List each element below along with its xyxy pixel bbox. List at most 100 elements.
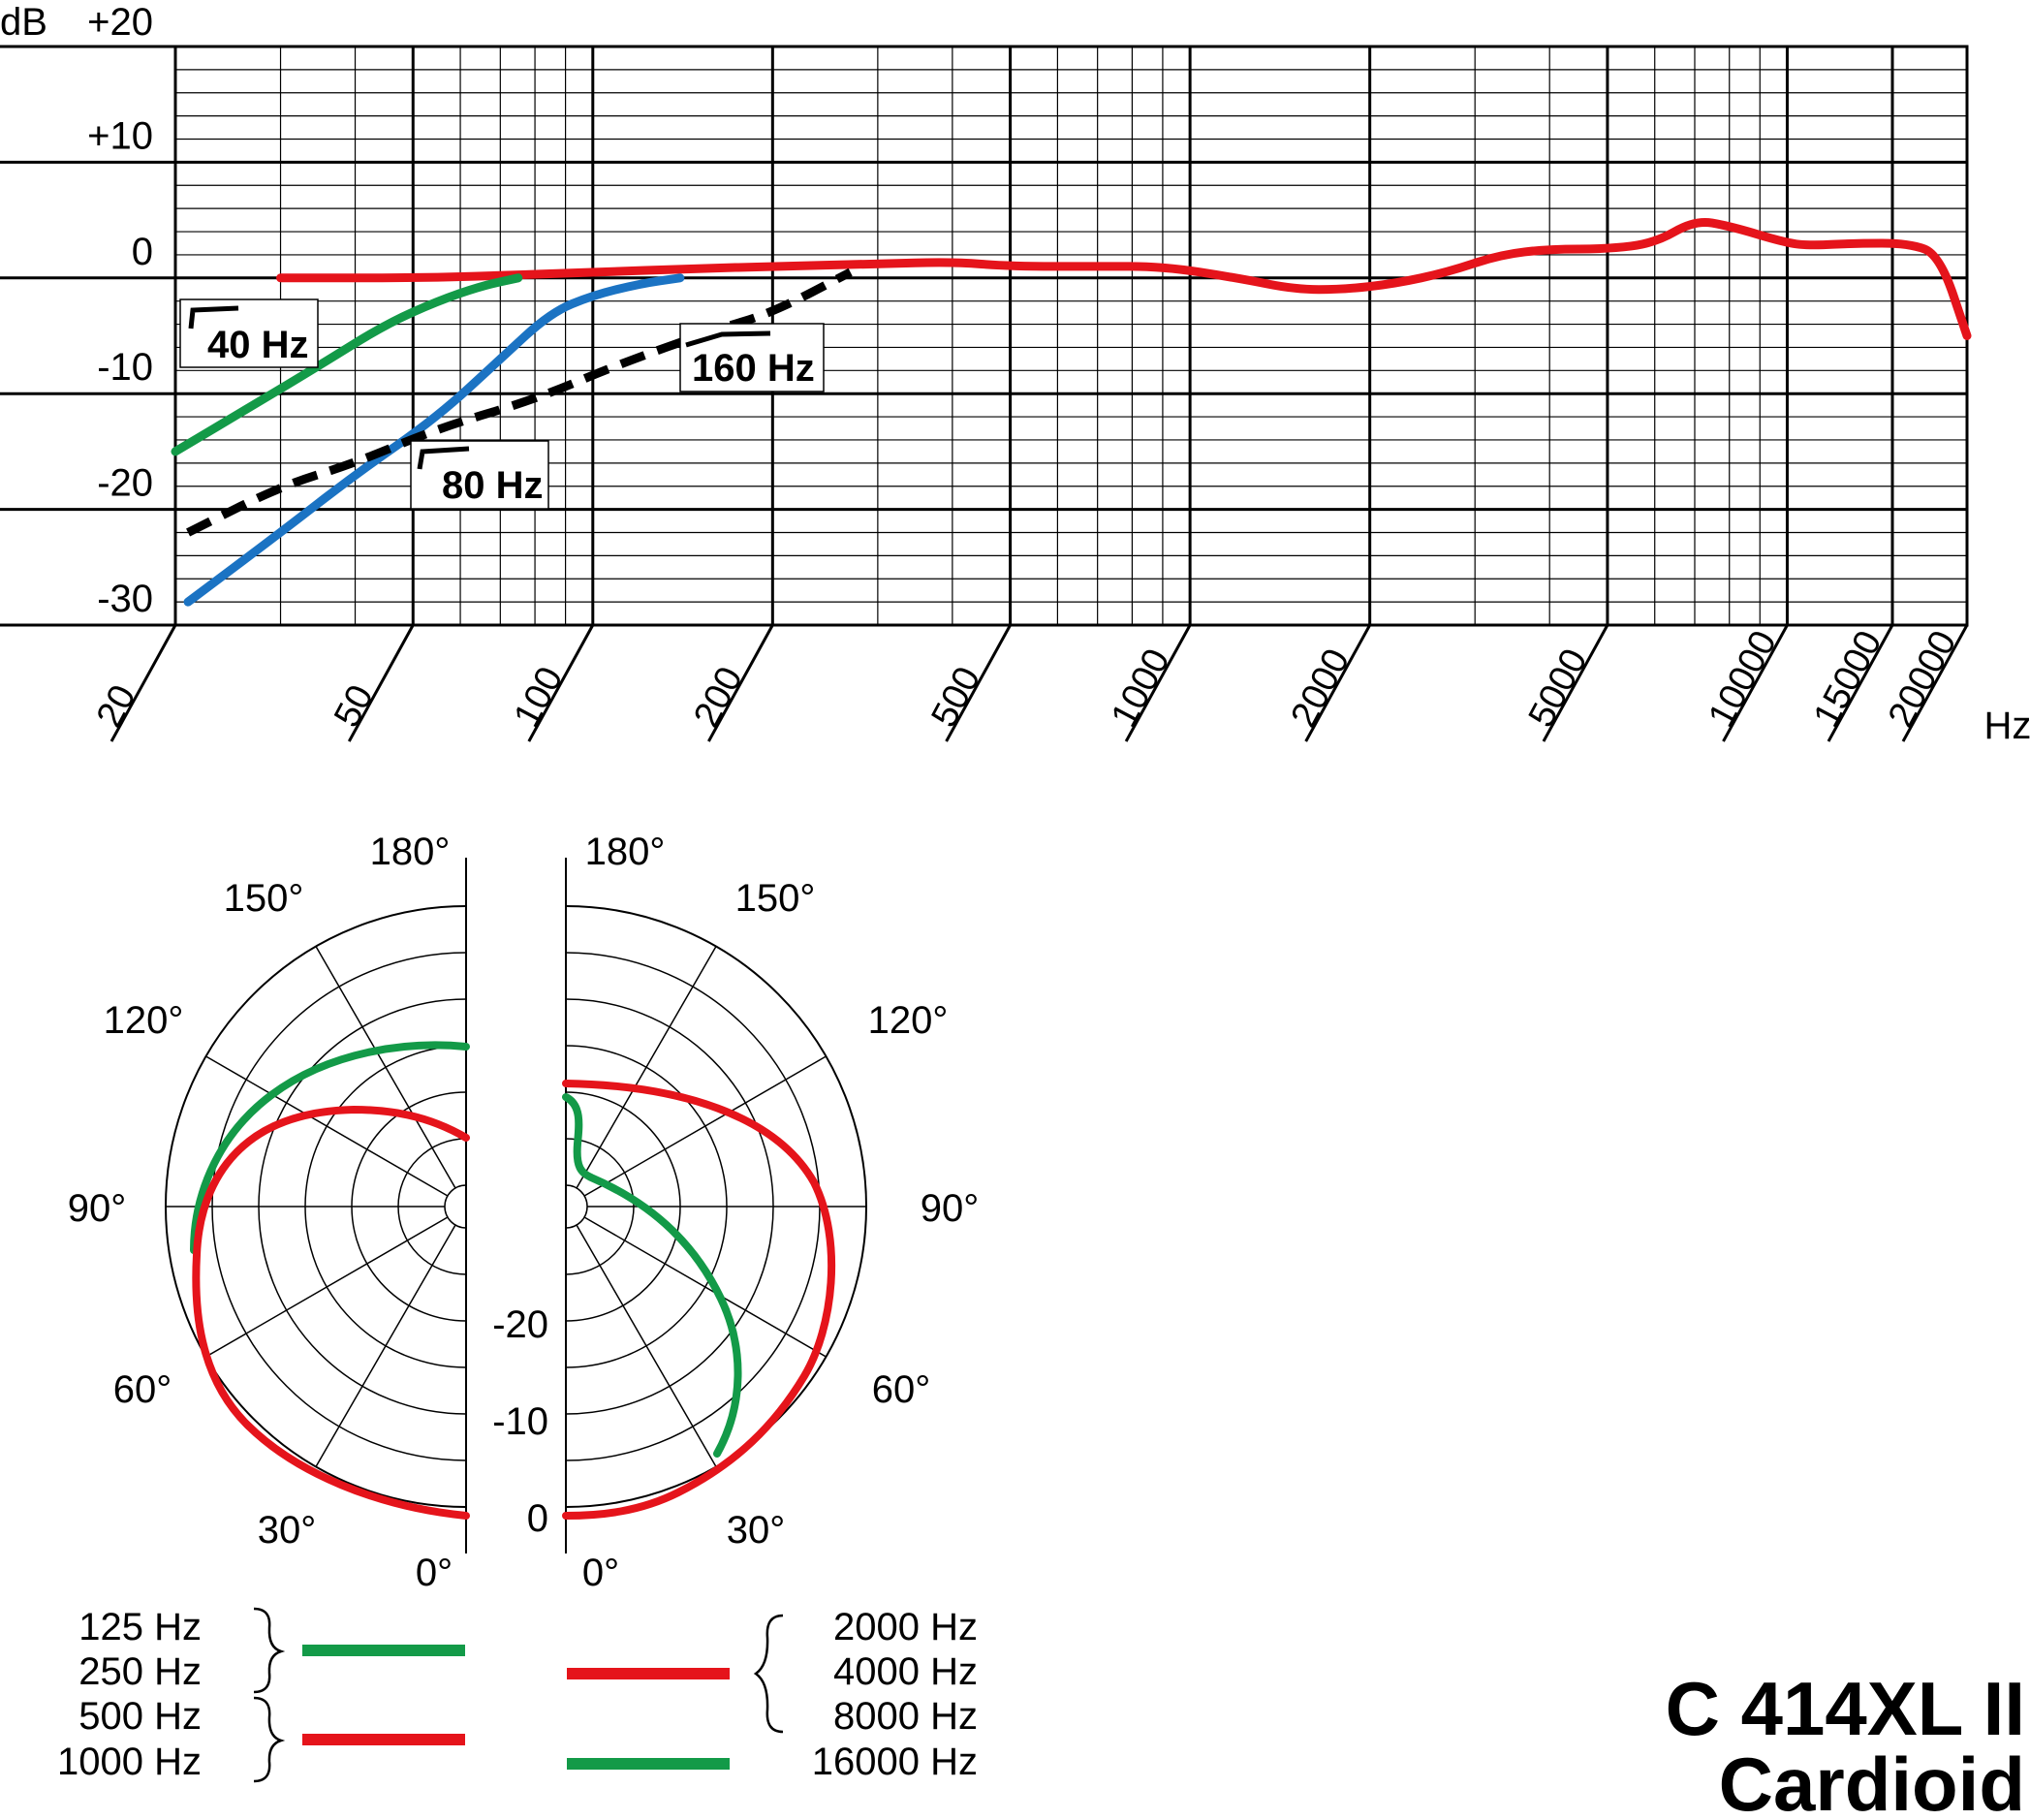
legend-label: 500 Hz bbox=[78, 1695, 202, 1738]
filter-annotation-label: 40 Hz bbox=[207, 324, 309, 366]
hz-tick-label: 200 bbox=[686, 661, 751, 735]
polar-angle-label-left: 90° bbox=[68, 1187, 127, 1230]
polar-angle-labels: 0° 30° 60° 90° 120° 150° 180° 0° 30° 60° 90° 120° 15… bbox=[68, 831, 980, 1594]
hz-tick-label: 20 bbox=[89, 678, 144, 734]
db-tick-label: +10 bbox=[87, 114, 153, 157]
polar-spoke bbox=[576, 1224, 717, 1467]
hz-tick-label: 50 bbox=[327, 678, 382, 734]
polar-ring bbox=[565, 1184, 588, 1229]
legend-brace-icon bbox=[753, 1614, 784, 1734]
hz-tick-guide bbox=[1304, 624, 1371, 742]
legend-label: 2000 Hz bbox=[833, 1606, 978, 1648]
hz-tick-guide bbox=[1542, 624, 1609, 742]
polar-right-curve-16000hz bbox=[562, 1093, 742, 1458]
db-tick-labels: +20 +10 0 -10 -20 -30 bbox=[87, 1, 153, 620]
low-cut-filter-icon bbox=[685, 330, 771, 348]
hz-tick-label: 20000 bbox=[1881, 624, 1965, 734]
frequency-series-layer bbox=[171, 218, 1972, 607]
polar-angle-label-right: 180° bbox=[585, 831, 666, 873]
db-tick-label: -20 bbox=[97, 462, 153, 505]
hz-tick-guide bbox=[109, 624, 177, 742]
hz-tick-guide bbox=[1124, 624, 1192, 742]
x-axis-unit-label: Hz bbox=[1984, 705, 2030, 747]
hz-tick-guide bbox=[1901, 624, 1969, 742]
hz-tick-label: 1000 bbox=[1104, 643, 1178, 734]
polar-left-grid bbox=[165, 858, 467, 1553]
hz-tick-guide bbox=[347, 624, 415, 742]
model-name: C 414XL II bbox=[1666, 1666, 2025, 1751]
frequency-grid bbox=[173, 45, 1969, 627]
polar-db-label: -10 bbox=[492, 1400, 548, 1443]
polar-db-label: -20 bbox=[492, 1303, 548, 1346]
polar-pattern-name: Cardioid bbox=[1719, 1742, 2025, 1820]
legend-right: 2000 Hz 4000 Hz 8000 Hz 16000 Hz bbox=[567, 1606, 978, 1783]
hz-tick-guide bbox=[707, 624, 774, 742]
hz-tick-guide bbox=[945, 624, 1012, 742]
filter-annotation-label: 160 Hz bbox=[692, 347, 815, 390]
polar-angle-label-right: 120° bbox=[868, 999, 949, 1042]
hz-tick-label: 500 bbox=[923, 661, 988, 735]
polar-db-labels: -20 -10 0 bbox=[492, 1303, 548, 1540]
polar-angle-label-left: 150° bbox=[224, 877, 304, 920]
response-series-black-dashed bbox=[186, 267, 853, 537]
filter-annotation-label: 80 Hz bbox=[442, 464, 544, 507]
legend-brace-icon bbox=[253, 1607, 286, 1694]
polar-pattern-chart: -20 -10 0 0° 30° 60° 90° 120° 150° 180° 0° 30° 60° 9… bbox=[68, 831, 980, 1594]
hz-tick-label: 10000 bbox=[1701, 624, 1785, 734]
polar-spoke bbox=[315, 946, 456, 1189]
response-series-green bbox=[171, 273, 523, 456]
legend-label: 16000 Hz bbox=[812, 1741, 978, 1783]
polar-right-curve-2000-8000hz bbox=[562, 1080, 836, 1520]
db-tick-label: +20 bbox=[87, 1, 153, 44]
polar-left-curve-125-250hz bbox=[190, 1041, 470, 1254]
polar-angle-label-left: 60° bbox=[113, 1368, 172, 1411]
polar-spoke bbox=[205, 1055, 449, 1197]
response-series-red bbox=[276, 218, 1972, 340]
filter-annotation-40hz: 40 Hz bbox=[179, 298, 319, 368]
filter-annotation-80hz: 80 Hz bbox=[410, 440, 549, 510]
hz-tick-label: 15000 bbox=[1806, 624, 1890, 734]
frequency-response-chart: dB +20 +10 0 -10 -20 -30 20 50 100 200 500 1000 200… bbox=[0, 1, 2030, 747]
polar-ring bbox=[444, 1184, 467, 1229]
db-axis-extension-lines bbox=[0, 45, 175, 627]
hz-tick-label: 2000 bbox=[1284, 643, 1359, 734]
db-tick-label: -10 bbox=[97, 346, 153, 389]
polar-spoke bbox=[205, 1216, 449, 1358]
db-tick-label: 0 bbox=[132, 231, 153, 273]
polar-left-curve-500-1000hz bbox=[192, 1105, 470, 1520]
polar-angle-label-right: 60° bbox=[872, 1368, 931, 1411]
polar-db-label: 0 bbox=[527, 1497, 548, 1540]
polar-angle-label-right: 0° bbox=[582, 1552, 619, 1594]
db-tick-label: -30 bbox=[97, 578, 153, 620]
low-cut-filter-icon bbox=[417, 446, 470, 470]
legend-label: 250 Hz bbox=[78, 1650, 202, 1693]
polar-angle-label-right: 90° bbox=[921, 1187, 980, 1230]
polar-angle-label-left: 0° bbox=[416, 1552, 453, 1594]
hz-tick-guide bbox=[1827, 624, 1894, 742]
legend-label: 4000 Hz bbox=[833, 1650, 978, 1693]
polar-spoke bbox=[583, 1216, 827, 1358]
polar-spoke bbox=[583, 1055, 827, 1197]
polar-legend: 125 Hz 250 Hz 500 Hz 1000 Hz 2000 Hz 400… bbox=[57, 1606, 978, 1783]
legend-label: 1000 Hz bbox=[57, 1741, 202, 1783]
hz-tick-label: 100 bbox=[507, 661, 572, 735]
response-series-blue bbox=[183, 273, 685, 607]
hz-tick-guide bbox=[1722, 624, 1789, 742]
polar-spoke bbox=[576, 946, 717, 1189]
legend-label: 8000 Hz bbox=[833, 1695, 978, 1738]
legend-left: 125 Hz 250 Hz 500 Hz 1000 Hz bbox=[57, 1606, 465, 1783]
polar-spoke bbox=[315, 1224, 456, 1467]
legend-brace-icon bbox=[253, 1696, 286, 1783]
polar-angle-label-right: 30° bbox=[727, 1509, 786, 1552]
hz-tick-guide bbox=[527, 624, 595, 742]
low-cut-filter-icon bbox=[188, 305, 239, 329]
y-axis-unit-label: dB bbox=[0, 1, 47, 44]
polar-angle-label-right: 150° bbox=[735, 877, 816, 920]
polar-angle-label-left: 30° bbox=[258, 1509, 317, 1552]
legend-label: 125 Hz bbox=[78, 1606, 202, 1648]
hz-tick-label: 5000 bbox=[1521, 643, 1596, 734]
polar-angle-label-left: 180° bbox=[370, 831, 451, 873]
filter-annotation-160hz: 160 Hz bbox=[679, 323, 825, 392]
polar-angle-label-left: 120° bbox=[104, 999, 184, 1042]
